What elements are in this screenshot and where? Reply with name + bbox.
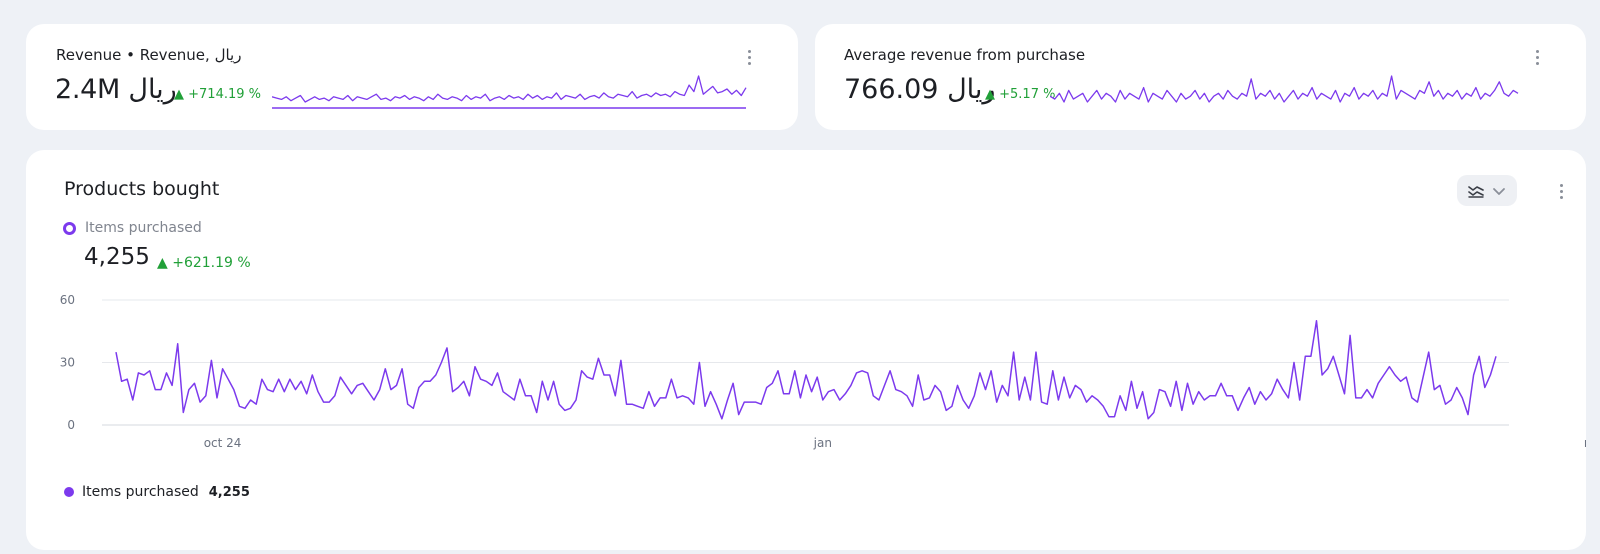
section-title: Products bought <box>64 178 220 200</box>
x-tick-label: jan <box>813 436 832 450</box>
chevron-down-icon <box>1493 187 1505 195</box>
avg-revenue-card-title: Average revenue from purchase <box>844 46 1086 64</box>
revenue-card-title: Revenue • Revenue, ریال <box>56 46 242 64</box>
series-items-purchased-line <box>115 320 1497 420</box>
revenue-value: 2.4M ریال <box>55 74 177 105</box>
y-tick-label: 0 <box>67 418 75 432</box>
x-tick-label: may <box>1584 436 1586 450</box>
revenue-menu-icon[interactable] <box>739 46 759 68</box>
products-menu-icon[interactable] <box>1551 180 1571 202</box>
products-line-chart: 0 30 60 oct 24 jan may <box>60 293 1586 450</box>
x-tick-label: oct 24 <box>204 436 242 450</box>
revenue-sparkline-line <box>272 75 747 103</box>
avg-revenue-menu-icon[interactable] <box>1527 46 1547 68</box>
avg-revenue-value: 766.09 ریال <box>844 74 996 105</box>
metric-label: Items purchased <box>85 220 202 236</box>
y-tick-label: 60 <box>60 293 75 307</box>
legend-value: 4,255 <box>208 484 250 500</box>
metric-value: 4,255 <box>84 244 150 270</box>
line-chart-icon <box>1468 185 1484 198</box>
chart-type-toggle[interactable] <box>1457 175 1517 206</box>
legend-label: Items purchased <box>82 484 199 500</box>
revenue-card: Revenue • Revenue, ریال 2.4M ریال ▲ +714… <box>26 24 798 130</box>
revenue-delta: ▲ +714.19 % <box>174 87 261 102</box>
avg-revenue-delta: ▲ +5.17 % <box>985 87 1056 102</box>
legend-dot <box>64 487 74 497</box>
products-bought-card: Products bought Items purchased 4,255 ▲ … <box>26 150 1586 550</box>
metric-delta: ▲ +621.19 % <box>157 255 251 271</box>
revenue-sparkline <box>272 75 747 109</box>
avg-revenue-sparkline <box>1050 75 1519 103</box>
avg-revenue-sparkline-line <box>1050 75 1519 103</box>
chart-legend[interactable]: Items purchased 4,255 <box>64 484 250 500</box>
metric-checkbox[interactable] <box>63 222 76 235</box>
y-tick-label: 30 <box>60 356 75 370</box>
avg-revenue-card: Average revenue from purchase 766.09 ریا… <box>815 24 1586 130</box>
